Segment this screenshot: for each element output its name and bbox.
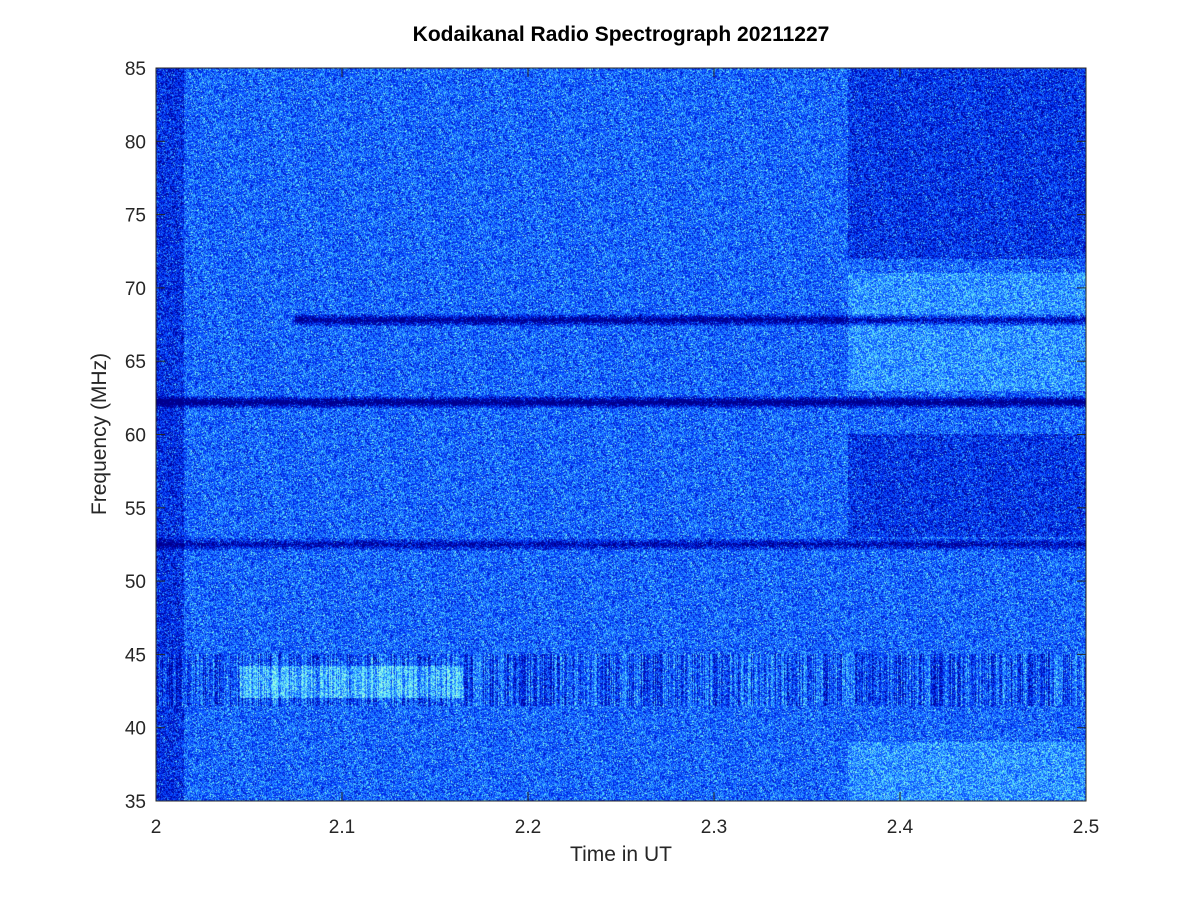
x-tick-label: 2.1	[329, 817, 355, 838]
y-tick-label: 70	[125, 279, 146, 300]
y-tick-label: 35	[125, 792, 146, 813]
x-tick-label: 2.2	[515, 817, 541, 838]
y-axis: 35 40 45 50 55 60 65 70 75 80 85	[125, 59, 1086, 813]
x-axis: 2 2.1 2.2 2.3 2.4 2.5	[151, 68, 1099, 838]
y-tick-label: 45	[125, 645, 146, 666]
y-tick-label: 40	[125, 719, 146, 740]
y-tick-label: 50	[125, 572, 146, 593]
y-tick-label: 65	[125, 352, 146, 373]
x-tick-label: 2.3	[701, 817, 727, 838]
x-tick-label: 2.5	[1073, 817, 1099, 838]
spectrogram-heatmap	[156, 68, 1086, 801]
y-tick-label: 85	[125, 59, 146, 80]
y-tick-label: 55	[125, 499, 146, 520]
y-tick-label: 60	[125, 426, 146, 447]
plot-area	[156, 68, 1086, 801]
x-tick-label: 2.4	[887, 817, 914, 838]
x-axis-label: Time in UT	[570, 843, 672, 866]
y-tick-label: 80	[125, 132, 146, 153]
x-tick-label: 2	[151, 817, 162, 838]
y-tick-label: 75	[125, 206, 146, 227]
chart-title: Kodaikanal Radio Spectrograph 20211227	[413, 23, 830, 46]
y-axis-label: Frequency (MHz)	[88, 353, 111, 515]
